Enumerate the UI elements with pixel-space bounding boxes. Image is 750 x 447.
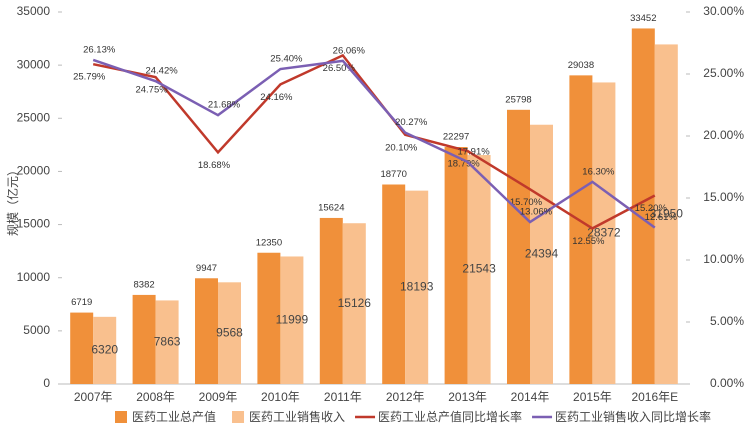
y-tick-label: 30000 [17, 57, 51, 71]
bar [631, 28, 655, 384]
legend-label: 医药工业总产值 [132, 409, 216, 424]
line-value-label: 21.68% [208, 100, 241, 111]
y-tick-label: 20000 [17, 164, 51, 178]
bar [319, 217, 343, 384]
bar [155, 300, 179, 384]
bar-value-label: 9947 [196, 263, 217, 274]
line-value-label: 26.50% [323, 63, 356, 74]
bar [70, 312, 94, 384]
y-tick-label: 35000 [17, 4, 51, 18]
line-value-label: 12.61% [645, 212, 678, 223]
x-tick-label: 2016年E [631, 390, 678, 404]
bar-value-label: 24394 [525, 247, 559, 261]
line [92, 58, 656, 229]
bar [132, 294, 156, 384]
bar [93, 316, 117, 384]
x-tick-label: 2009年 [199, 390, 238, 404]
y2-tick-label: 0.00% [710, 376, 744, 390]
bar-value-label: 12350 [256, 237, 282, 248]
bar [195, 278, 218, 384]
bar-value-label: 6320 [91, 343, 118, 357]
bar [592, 82, 616, 385]
bar-value-label: 21543 [462, 262, 496, 276]
y2-tick-label: 10.00% [703, 252, 744, 266]
bar [405, 190, 429, 384]
bar-value-label: 28372 [587, 225, 621, 239]
x-tick-label: 2010年 [261, 390, 300, 404]
line-value-label: 26.13% [83, 45, 116, 56]
bar-value-label: 22297 [443, 132, 469, 143]
line-value-label: 16.30% [582, 166, 615, 177]
line-value-label: 15.20% [635, 203, 668, 214]
x-tick-label: 2007年 [74, 390, 113, 404]
bar [280, 256, 304, 384]
x-tick-label: 2013年 [448, 390, 487, 404]
line-value-label: 24.42% [145, 66, 178, 77]
y2-tick-label: 25.00% [703, 66, 744, 80]
y2-tick-label: 20.00% [703, 128, 744, 142]
y-tick-label: 5000 [23, 323, 50, 337]
bar-value-label: 8382 [134, 279, 155, 290]
line-value-label: 24.16% [260, 92, 293, 103]
legend-label: 医药工业总产值同比增长率 [378, 409, 522, 424]
line-value-label: 13.06% [520, 207, 553, 218]
bar-value-label: 11999 [276, 312, 309, 326]
legend-swatch [232, 411, 245, 423]
line-value-label: 12.55% [572, 236, 605, 247]
x-tick-label: 2012年 [386, 390, 425, 404]
y-tick-label: 10000 [17, 270, 51, 284]
y-axis-label: 规模（亿元） [5, 164, 20, 236]
line-value-label: 25.40% [270, 54, 303, 65]
line-value-label: 26.06% [333, 45, 366, 56]
bar [382, 184, 406, 384]
x-tick-label: 2015年 [573, 390, 612, 404]
bar [467, 155, 491, 384]
bar [257, 252, 281, 384]
legend-label: 医药工业销售收入同比增长率 [555, 409, 711, 424]
bar-value-label: 15624 [318, 202, 344, 213]
x-tick-label: 2014年 [511, 390, 550, 404]
line-value-label: 25.79% [73, 72, 106, 83]
bar-value-label: 25798 [505, 94, 531, 105]
y-tick-label: 15000 [17, 217, 51, 231]
bar [444, 147, 468, 384]
bar-value-label: 33452 [630, 13, 656, 24]
line-value-label: 20.10% [385, 142, 418, 153]
bar [654, 44, 678, 384]
bar [342, 223, 366, 384]
x-tick-label: 2011年 [324, 390, 362, 404]
bar [218, 282, 241, 384]
bar-value-label: 15126 [338, 296, 372, 310]
legend-label: 医药工业销售收入 [249, 409, 345, 424]
bar-value-label: 18193 [400, 279, 434, 293]
y2-tick-label: 15.00% [703, 190, 744, 204]
y2-tick-label: 30.00% [703, 4, 744, 18]
bar-value-label: 31950 [650, 206, 684, 220]
legend-swatch [115, 411, 127, 423]
line-value-label: 20.27% [395, 117, 428, 128]
bar [530, 124, 553, 385]
line-value-label: 18.68% [198, 160, 231, 171]
y2-tick-label: 5.00% [710, 314, 744, 328]
bar-value-label: 9568 [216, 325, 243, 339]
line-value-label: 15.70% [510, 197, 543, 208]
bar [569, 75, 593, 384]
bar-value-label: 18770 [380, 169, 406, 180]
bar-value-label: 7863 [154, 334, 181, 348]
y-tick-label: 0 [43, 376, 50, 390]
line-value-label: 17.91% [457, 146, 490, 157]
y-tick-label: 25000 [17, 110, 51, 124]
bar-value-label: 29038 [568, 60, 594, 71]
x-tick-label: 2008年 [136, 390, 175, 404]
line-value-label: 18.79% [447, 159, 480, 170]
bar-value-label: 6719 [71, 297, 92, 308]
line-value-label: 24.75% [135, 85, 168, 96]
